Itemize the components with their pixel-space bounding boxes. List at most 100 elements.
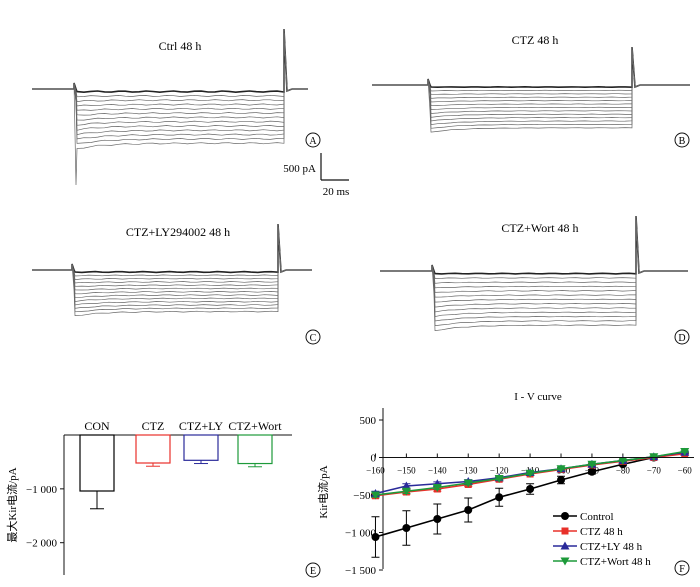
scale-bar-time-label: 20 ms xyxy=(323,186,350,198)
current-trace xyxy=(32,28,308,136)
panel-c-title: CTZ+LY294002 48 h xyxy=(126,225,230,239)
panel-a: Ctrl 48 h A 500 pA 20 ms xyxy=(32,28,349,198)
legend-label: Control xyxy=(580,511,614,523)
current-trace xyxy=(372,46,690,133)
legend-label: CTZ 48 h xyxy=(580,526,623,538)
iv-chart-x-tick-label: −140 xyxy=(428,466,447,476)
iv-chart-y-tick-label: −1 000 xyxy=(345,528,376,540)
scale-bar: 500 pA 20 ms xyxy=(283,153,349,198)
current-trace xyxy=(32,28,308,140)
bar-chart-y-ticks: −1 000 −2 000 xyxy=(26,484,64,550)
data-point xyxy=(494,475,504,483)
current-trace xyxy=(380,215,688,298)
current-trace xyxy=(372,46,690,107)
current-trace xyxy=(32,223,312,306)
scale-bar-current-label: 500 pA xyxy=(283,163,316,175)
iv-chart-y-tick-label: −1 500 xyxy=(345,565,376,577)
iv-chart-x-tick-label: −80 xyxy=(616,466,631,476)
current-trace xyxy=(372,46,690,99)
current-trace xyxy=(372,46,690,110)
panel-a-title: Ctrl 48 h xyxy=(159,39,202,53)
current-trace xyxy=(380,215,688,322)
current-trace xyxy=(32,223,312,299)
current-trace xyxy=(380,215,688,313)
iv-chart-x-tick-label: −60 xyxy=(678,466,693,476)
bar-category-label: CON xyxy=(84,419,110,433)
panel-a-letter: A xyxy=(309,136,317,147)
data-point xyxy=(557,476,566,484)
current-trace xyxy=(32,28,308,131)
current-trace xyxy=(372,46,690,92)
bar-category-label: CTZ xyxy=(142,419,165,433)
panel-b: CTZ 48 h B xyxy=(372,33,690,148)
bar-category-label: CTZ+Wort xyxy=(228,419,282,433)
data-point xyxy=(525,469,535,478)
current-trace xyxy=(372,46,690,118)
iv-chart-x-tick-label: −160 xyxy=(366,466,385,476)
current-trace xyxy=(32,223,312,295)
data-point xyxy=(587,467,596,476)
current-trace xyxy=(380,215,688,275)
data-point xyxy=(463,479,473,488)
data-point xyxy=(371,533,380,541)
legend-label: CTZ+Wort 48 h xyxy=(580,556,651,568)
data-point xyxy=(618,457,628,465)
data-point xyxy=(401,481,411,490)
panel-b-letter: B xyxy=(679,136,686,147)
current-trace xyxy=(372,46,690,89)
iv-chart-x-tick-label: −150 xyxy=(397,466,416,476)
panel-d-traces xyxy=(380,215,688,331)
current-trace xyxy=(380,215,688,279)
iv-chart-legend: Control CTZ 48 h CTZ+LY 48 h CTZ+Wort 48 h xyxy=(553,511,651,568)
iv-chart-y-ticks: 500 0 −500 −1 000 −1 500 xyxy=(345,415,383,577)
current-trace xyxy=(380,215,688,303)
bar-chart-bars xyxy=(79,434,273,510)
panel-c-traces xyxy=(32,223,312,316)
current-trace xyxy=(372,46,690,103)
bar-chart-y-label: 最大Kir电流/pA xyxy=(5,467,19,542)
data-point xyxy=(560,541,570,550)
bar-chart-categories: CON CTZ CTZ+LY CTZ+Wort xyxy=(84,419,282,433)
iv-chart-x-tick-label: −120 xyxy=(490,466,509,476)
current-trace xyxy=(372,46,690,122)
data-point xyxy=(560,557,570,566)
current-trace xyxy=(372,46,690,96)
panel-b-letter-circle xyxy=(674,132,690,148)
current-trace xyxy=(32,28,308,126)
data-point xyxy=(526,485,535,493)
current-trace xyxy=(32,223,312,284)
bar xyxy=(135,434,171,464)
iv-chart-x-tick-label: −70 xyxy=(647,466,662,476)
iv-chart-y-label: Kir电流/pA xyxy=(316,465,330,518)
current-trace xyxy=(32,223,312,277)
bar xyxy=(237,434,273,465)
current-trace xyxy=(32,223,312,313)
current-trace xyxy=(380,215,688,293)
bar xyxy=(183,434,219,461)
current-trace xyxy=(32,28,308,116)
data-point xyxy=(464,506,473,514)
data-point xyxy=(495,493,504,502)
panel-d-letter-circle xyxy=(674,329,690,345)
data-point xyxy=(561,527,569,535)
current-trace xyxy=(32,223,312,316)
current-trace xyxy=(32,223,312,309)
panel-c-letter-circle xyxy=(305,329,321,345)
current-trace xyxy=(32,223,312,303)
current-trace xyxy=(32,28,308,94)
panel-b-title: CTZ 48 h xyxy=(512,33,559,47)
bar-chart: 最大Kir电流/pA −1 000 −2 000 CON CTZ CTZ+LY CTZ+… xyxy=(5,419,321,578)
bar-chart-y-tick-label: −2 000 xyxy=(26,538,57,550)
current-trace xyxy=(32,28,308,186)
current-trace xyxy=(32,28,308,98)
current-trace xyxy=(372,46,690,129)
data-point xyxy=(587,460,597,469)
iv-chart-series xyxy=(370,447,690,558)
iv-chart-x-tick-label: −130 xyxy=(459,466,478,476)
bar xyxy=(79,434,115,492)
current-trace xyxy=(380,215,688,331)
panel-d-title: CTZ+Wort 48 h xyxy=(501,221,578,235)
current-trace xyxy=(372,46,690,114)
data-point xyxy=(561,512,569,520)
panel-a-traces xyxy=(32,28,308,186)
